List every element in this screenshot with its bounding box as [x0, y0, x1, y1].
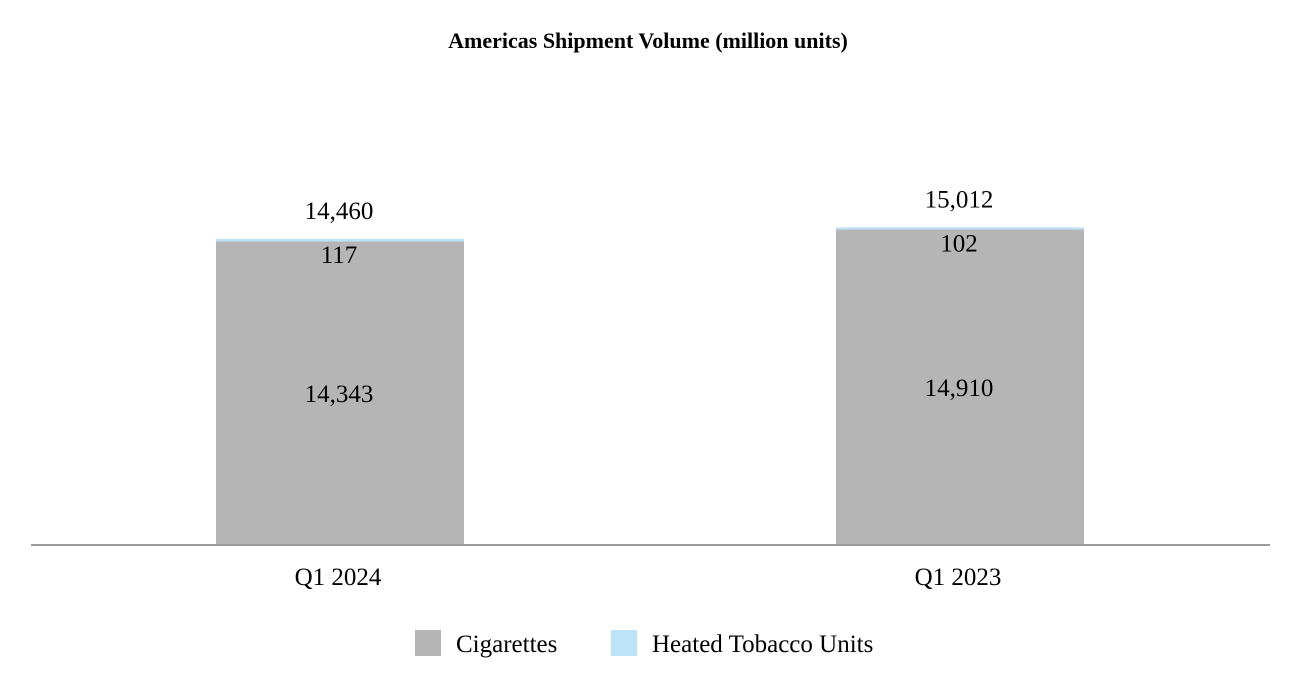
total-label-0: 14,460 — [305, 198, 374, 225]
bar-heated-tobacco-units-1 — [836, 227, 1084, 230]
data-labels-layer: 14,343 117 14,460 14,910 102 15,012 — [305, 186, 994, 408]
data-label-heated-tobacco-units-0: 117 — [321, 242, 358, 269]
data-label-cigarettes-0: 14,343 — [305, 381, 374, 408]
total-label-1: 15,012 — [925, 186, 994, 213]
legend-swatch-heated-tobacco-units — [611, 630, 637, 656]
data-label-cigarettes-1: 14,910 — [925, 375, 994, 402]
data-label-heated-tobacco-units-1: 102 — [940, 230, 978, 257]
bar-cigarettes-1 — [836, 229, 1084, 546]
legend-swatch-cigarettes — [415, 630, 441, 656]
bar-cigarettes-0 — [216, 241, 464, 545]
bar-heated-tobacco-units-0 — [216, 238, 464, 242]
x-tick-labels: Q1 2024 Q1 2023 — [295, 564, 1002, 591]
x-tick-label-0: Q1 2024 — [295, 564, 382, 591]
chart-title: Americas Shipment Volume (million units) — [448, 28, 848, 53]
bars-layer — [216, 227, 1084, 546]
legend: Cigarettes Heated Tobacco Units — [415, 630, 873, 658]
legend-label-cigarettes: Cigarettes — [456, 631, 557, 658]
legend-label-heated-tobacco-units: Heated Tobacco Units — [652, 631, 873, 658]
x-tick-label-1: Q1 2023 — [915, 564, 1002, 591]
